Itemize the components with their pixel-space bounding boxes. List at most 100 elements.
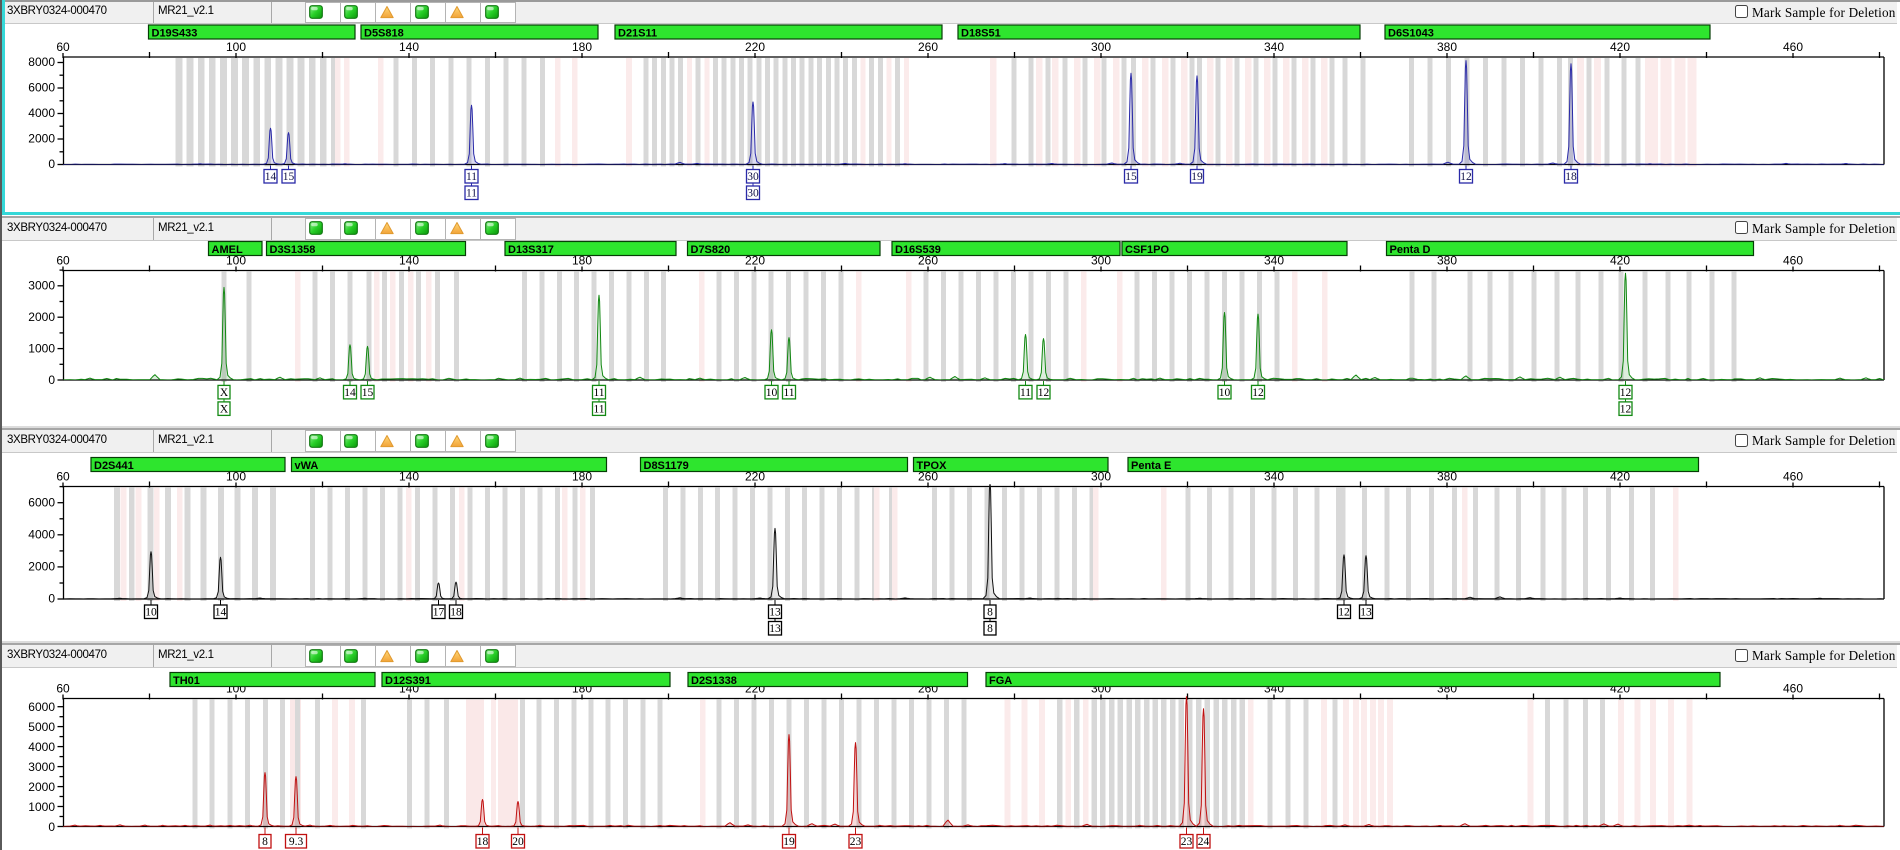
svg-text:12: 12 xyxy=(1338,607,1350,619)
svg-text:17: 17 xyxy=(433,607,445,619)
svg-text:D8S1179: D8S1179 xyxy=(644,460,689,472)
svg-text:13: 13 xyxy=(769,623,781,635)
svg-text:220: 220 xyxy=(745,40,765,54)
svg-text:260: 260 xyxy=(918,470,938,484)
svg-text:420: 420 xyxy=(1610,40,1630,54)
svg-text:X: X xyxy=(220,387,229,399)
svg-text:340: 340 xyxy=(1264,254,1284,268)
svg-text:2000: 2000 xyxy=(28,780,55,794)
svg-text:6000: 6000 xyxy=(28,496,55,510)
svg-text:19: 19 xyxy=(783,836,795,848)
svg-text:60: 60 xyxy=(56,470,70,484)
svg-text:2000: 2000 xyxy=(28,132,55,146)
svg-text:0: 0 xyxy=(48,592,55,606)
svg-text:Penta E: Penta E xyxy=(1131,460,1171,472)
svg-text:12: 12 xyxy=(1620,403,1632,415)
svg-text:D5S818: D5S818 xyxy=(364,28,404,40)
svg-text:8: 8 xyxy=(987,623,993,635)
svg-text:23: 23 xyxy=(850,836,862,848)
svg-text:12: 12 xyxy=(1460,171,1472,183)
svg-text:D19S433: D19S433 xyxy=(152,28,198,40)
svg-text:140: 140 xyxy=(399,254,419,268)
svg-text:460: 460 xyxy=(1783,682,1803,696)
svg-text:11: 11 xyxy=(593,403,604,415)
svg-text:1000: 1000 xyxy=(28,800,55,814)
svg-text:260: 260 xyxy=(918,254,938,268)
svg-text:D12S391: D12S391 xyxy=(385,675,431,687)
svg-text:D16S539: D16S539 xyxy=(895,244,941,256)
svg-text:TPOX: TPOX xyxy=(917,460,948,472)
svg-text:60: 60 xyxy=(56,682,70,696)
svg-text:12: 12 xyxy=(1620,387,1632,399)
svg-text:14: 14 xyxy=(215,607,227,619)
svg-text:D18S51: D18S51 xyxy=(961,28,1001,40)
svg-text:220: 220 xyxy=(745,470,765,484)
svg-text:140: 140 xyxy=(399,470,419,484)
svg-text:11: 11 xyxy=(1020,387,1031,399)
svg-text:5000: 5000 xyxy=(28,720,55,734)
svg-text:460: 460 xyxy=(1783,40,1803,54)
svg-text:D2S441: D2S441 xyxy=(94,460,134,472)
svg-text:vWA: vWA xyxy=(295,460,319,472)
svg-text:420: 420 xyxy=(1610,470,1630,484)
svg-text:11: 11 xyxy=(593,387,604,399)
svg-text:TH01: TH01 xyxy=(173,675,200,687)
svg-text:15: 15 xyxy=(362,387,374,399)
svg-text:18: 18 xyxy=(1565,171,1577,183)
svg-text:2000: 2000 xyxy=(28,310,55,324)
svg-text:8000: 8000 xyxy=(28,55,55,69)
svg-text:0: 0 xyxy=(48,820,55,834)
svg-text:6000: 6000 xyxy=(28,700,55,714)
svg-text:11: 11 xyxy=(783,387,794,399)
svg-text:18: 18 xyxy=(450,607,462,619)
svg-text:8: 8 xyxy=(987,607,993,619)
svg-text:0: 0 xyxy=(48,373,55,387)
svg-text:X: X xyxy=(220,403,229,415)
svg-text:D6S1043: D6S1043 xyxy=(1388,28,1434,40)
svg-text:D2S1338: D2S1338 xyxy=(691,675,737,687)
svg-text:D13S317: D13S317 xyxy=(508,244,554,256)
svg-text:18: 18 xyxy=(477,836,489,848)
svg-text:15: 15 xyxy=(1125,171,1137,183)
svg-text:13: 13 xyxy=(1360,607,1372,619)
svg-text:10: 10 xyxy=(1219,387,1231,399)
svg-text:300: 300 xyxy=(1091,40,1111,54)
svg-text:380: 380 xyxy=(1437,470,1457,484)
svg-text:11: 11 xyxy=(466,188,477,200)
svg-text:12: 12 xyxy=(1038,387,1050,399)
svg-text:460: 460 xyxy=(1783,254,1803,268)
svg-text:100: 100 xyxy=(226,254,246,268)
svg-text:340: 340 xyxy=(1264,470,1284,484)
svg-text:180: 180 xyxy=(572,40,592,54)
svg-text:60: 60 xyxy=(56,40,70,54)
svg-text:D3S1358: D3S1358 xyxy=(270,244,316,256)
svg-text:19: 19 xyxy=(1191,171,1203,183)
svg-text:14: 14 xyxy=(344,387,356,399)
svg-text:20: 20 xyxy=(512,836,524,848)
svg-text:8: 8 xyxy=(262,836,268,848)
svg-text:0: 0 xyxy=(48,157,55,171)
svg-text:10: 10 xyxy=(766,387,778,399)
svg-text:4000: 4000 xyxy=(28,528,55,542)
svg-text:2000: 2000 xyxy=(28,560,55,574)
svg-text:Penta D: Penta D xyxy=(1390,244,1431,256)
svg-text:AMEL: AMEL xyxy=(212,244,243,256)
svg-text:340: 340 xyxy=(1264,40,1284,54)
svg-text:D7S820: D7S820 xyxy=(691,244,731,256)
svg-text:1000: 1000 xyxy=(28,342,55,356)
svg-text:220: 220 xyxy=(745,254,765,268)
svg-text:3000: 3000 xyxy=(28,760,55,774)
svg-text:24: 24 xyxy=(1198,836,1210,848)
svg-text:FGA: FGA xyxy=(989,675,1012,687)
svg-text:12: 12 xyxy=(1252,387,1264,399)
svg-text:13: 13 xyxy=(769,607,781,619)
svg-text:260: 260 xyxy=(918,40,938,54)
svg-text:10: 10 xyxy=(145,607,157,619)
svg-text:4000: 4000 xyxy=(28,740,55,754)
svg-text:380: 380 xyxy=(1437,40,1457,54)
svg-text:300: 300 xyxy=(1091,254,1111,268)
svg-text:15: 15 xyxy=(283,171,295,183)
svg-text:380: 380 xyxy=(1437,254,1457,268)
svg-text:30: 30 xyxy=(747,188,759,200)
svg-text:14: 14 xyxy=(265,171,277,183)
